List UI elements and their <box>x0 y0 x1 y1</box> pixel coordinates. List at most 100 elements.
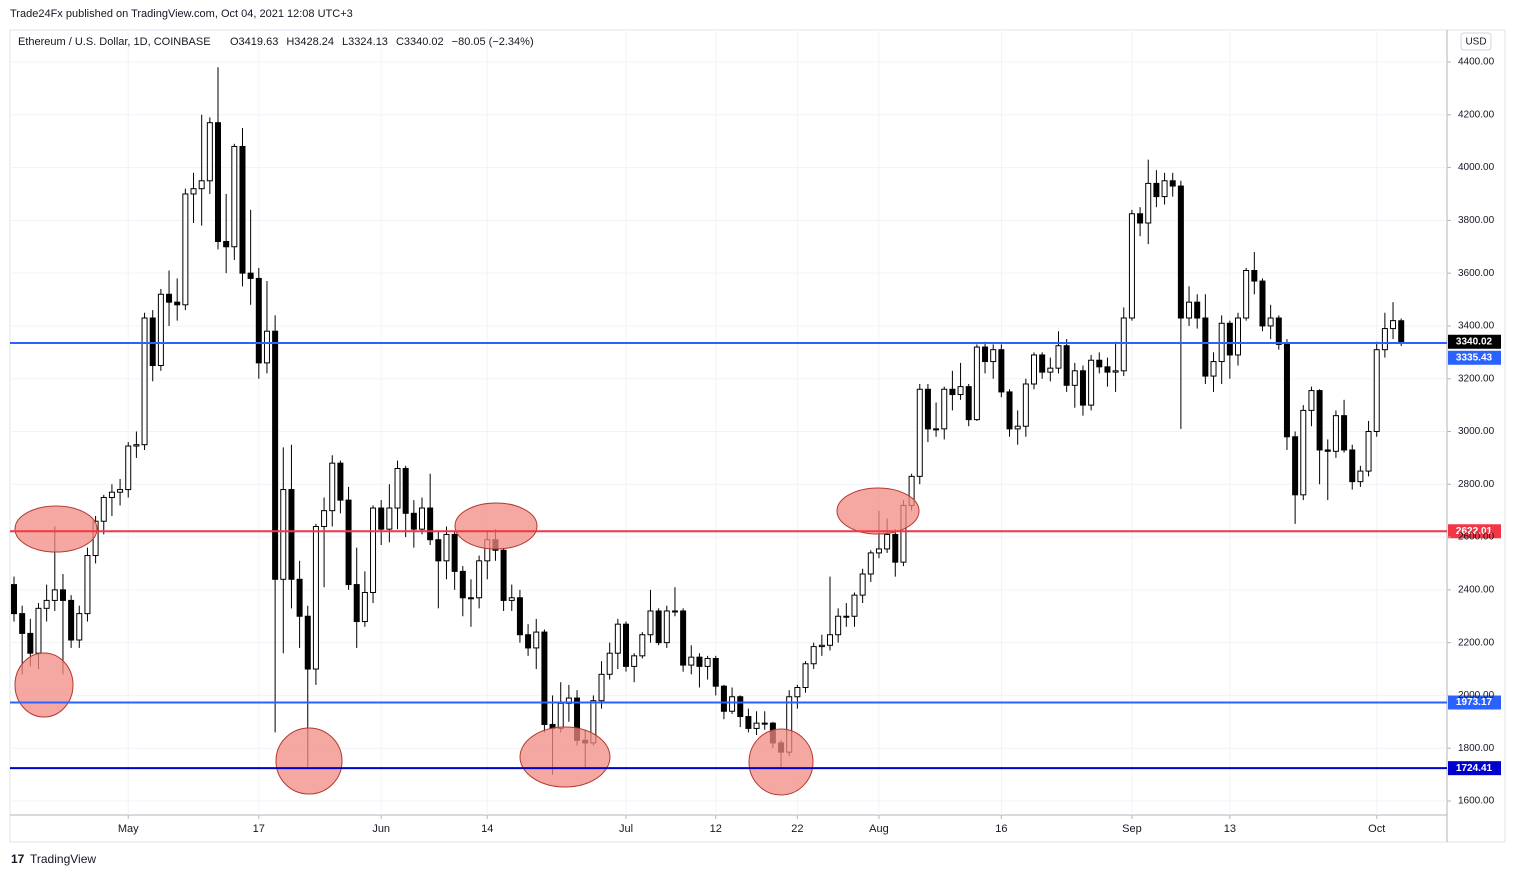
candle-body <box>737 696 744 718</box>
candle-body <box>166 293 173 303</box>
candle-body <box>941 388 948 430</box>
candle-body <box>1047 367 1054 373</box>
candle-body <box>884 533 891 550</box>
candle-body <box>949 388 956 396</box>
candle-body <box>933 428 940 431</box>
candle-body <box>1235 317 1241 356</box>
y-tick-label: 2800.00 <box>1458 479 1495 490</box>
x-tick-label: 14 <box>481 823 493 835</box>
candle-body <box>1096 359 1103 368</box>
last-price-box <box>1448 334 1501 349</box>
y-tick-label: 2400.00 <box>1458 584 1495 595</box>
last-price-label: 3340.02 <box>1456 336 1493 347</box>
candle-body <box>198 180 205 190</box>
y-tick-label: 2600.00 <box>1458 532 1495 543</box>
y-tick-label: 1800.00 <box>1458 743 1495 754</box>
candle-body <box>19 613 26 634</box>
highlight-ellipse <box>275 727 343 795</box>
candle-body <box>875 548 882 554</box>
candle-body <box>304 615 311 670</box>
y-tick-label: 3800.00 <box>1458 215 1495 226</box>
level-label-box <box>1448 350 1501 365</box>
candle-body <box>867 552 874 575</box>
candle-body <box>459 570 466 599</box>
x-tick-label: 17 <box>253 823 265 835</box>
candle-body <box>321 510 328 528</box>
candle-body <box>206 122 213 182</box>
candle-body <box>1022 383 1029 427</box>
candle-body <box>1039 354 1046 373</box>
highlight-ellipse <box>14 505 98 553</box>
candle-body <box>108 491 115 498</box>
candle-body <box>27 632 34 654</box>
candle-body <box>223 240 230 248</box>
candle-body <box>1316 390 1323 451</box>
candle-body <box>990 349 997 363</box>
candle-body <box>525 634 532 649</box>
candle-body <box>998 349 1005 393</box>
publisher-line: Trade24Fx published on TradingView.com, … <box>10 8 353 20</box>
candle-body <box>957 386 964 396</box>
candle-body <box>1373 349 1380 432</box>
candle-body <box>1071 370 1078 386</box>
candle-body <box>1267 317 1274 327</box>
candle-body <box>476 560 483 599</box>
candle-body <box>1357 470 1364 483</box>
candle-body <box>1104 366 1111 373</box>
candle-body <box>704 657 711 667</box>
candle-body <box>100 496 107 522</box>
candle-body <box>141 317 148 446</box>
candle-body <box>1006 391 1013 430</box>
y-tick-label: 1600.00 <box>1458 796 1495 807</box>
candle-body <box>623 623 629 667</box>
candle-body <box>745 716 752 729</box>
candle-body <box>125 445 132 491</box>
candle-body <box>1365 431 1372 472</box>
candle-body <box>1332 415 1339 452</box>
candle-body <box>117 489 124 493</box>
brand-icon: ⁠17 <box>11 852 25 866</box>
candle-body <box>1292 436 1299 496</box>
candle-body <box>427 507 434 541</box>
x-tick-label: 13 <box>1224 823 1236 835</box>
candle-body <box>215 122 221 242</box>
candle-body <box>1153 182 1160 198</box>
candle-body <box>1145 182 1152 224</box>
level-label: 1973.17 <box>1456 697 1493 708</box>
candle-body <box>1226 322 1233 356</box>
candle-body <box>1169 180 1176 187</box>
ohlc-legend: H3428.24 <box>286 36 334 48</box>
candle-body <box>500 549 507 601</box>
candle-body <box>329 462 336 512</box>
candle-body <box>802 663 809 689</box>
ohlc-legend: −80.05 (−2.34%) <box>452 36 534 48</box>
candle-body <box>435 539 442 562</box>
y-tick-label: 4400.00 <box>1458 57 1495 68</box>
candle-body <box>851 594 858 617</box>
candle-body <box>696 656 703 667</box>
candle-body <box>892 533 899 563</box>
candle-body <box>1088 359 1095 406</box>
candle-body <box>1177 185 1184 319</box>
candle-body <box>378 507 385 530</box>
candle-body <box>1283 343 1290 438</box>
candle-body <box>1210 361 1217 377</box>
candle-body <box>443 533 450 562</box>
candle-body <box>606 652 613 675</box>
level-label-box <box>1448 761 1501 776</box>
candle-body <box>924 388 931 430</box>
candle-body <box>794 687 801 698</box>
highlight-ellipse <box>519 726 611 788</box>
highlight-ellipse <box>836 487 920 535</box>
candle-body <box>965 386 972 421</box>
candle-body <box>1308 390 1315 411</box>
candle-body <box>688 656 695 666</box>
candle-body <box>59 589 66 601</box>
chart-frame <box>9 29 1506 843</box>
candle-body <box>263 330 270 364</box>
candle-body <box>973 346 980 421</box>
candle-body <box>43 599 50 609</box>
candle-body <box>1398 320 1405 343</box>
candle-body <box>753 722 760 729</box>
